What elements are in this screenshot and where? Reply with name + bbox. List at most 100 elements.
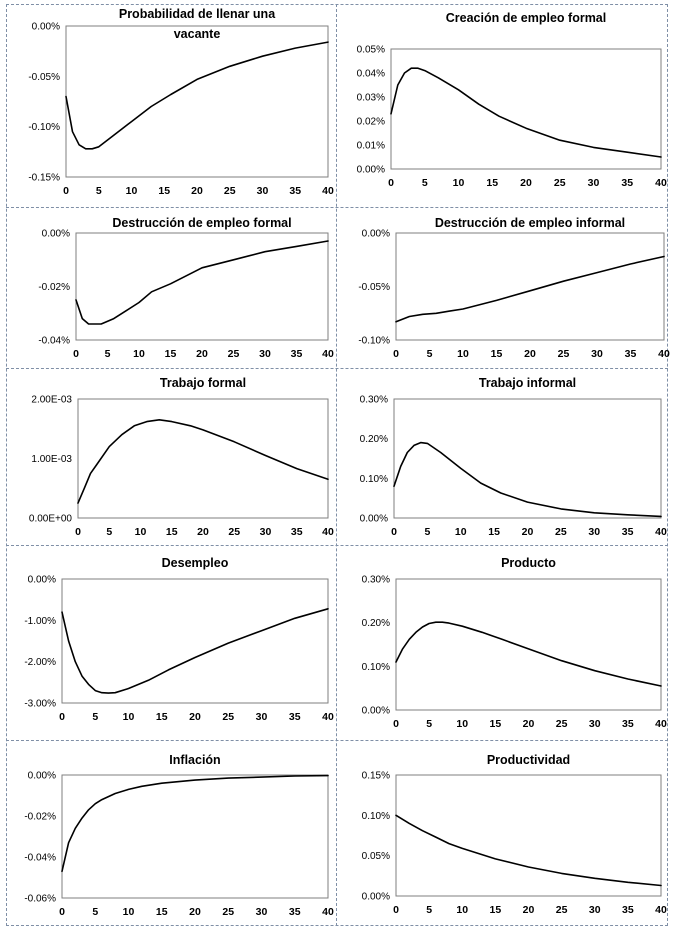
x-tick-label: 15 bbox=[156, 711, 168, 723]
y-tick-label: 0.30% bbox=[362, 575, 390, 586]
y-tick-label: 0.20% bbox=[362, 618, 390, 629]
x-tick-label: 40 bbox=[655, 718, 667, 730]
x-tick-label: 20 bbox=[522, 526, 534, 538]
y-tick-label: 0.05% bbox=[362, 851, 390, 862]
y-tick-label: 0.00% bbox=[360, 514, 388, 525]
x-tick-label: 20 bbox=[523, 718, 535, 730]
x-tick-label: 15 bbox=[486, 177, 498, 189]
chart-panel-3: Destrucción de empleo formal 0.00% -0.02% -… bbox=[38, 216, 334, 360]
y-tick-label: 0.00% bbox=[28, 575, 56, 586]
x-tick-label: 20 bbox=[520, 177, 532, 189]
y-tick-label: -0.06% bbox=[24, 894, 56, 905]
y-tick-label: 0.10% bbox=[362, 662, 390, 673]
chart-panel-9: Inflación 0.00% -0.02% -0.04% -0.06%0 5 10 15 20… bbox=[24, 753, 334, 918]
row-divider-3 bbox=[6, 545, 668, 546]
x-tick-label: 40 bbox=[655, 177, 667, 189]
chart-title: Productividad bbox=[487, 753, 570, 767]
x-tick-label: 0 bbox=[393, 348, 399, 360]
chart-panel-8: Producto 0.30% 0.20% 0.10% 0.00%0 5 10 15 20 25 30… bbox=[362, 556, 667, 730]
x-tick-label: 40 bbox=[322, 711, 334, 723]
chart-panel-6: Trabajo informal 0.30% 0.20% 0.10% 0.00%0 5 10… bbox=[360, 376, 667, 538]
x-tick-label: 30 bbox=[259, 348, 271, 360]
x-tick-label: 10 bbox=[455, 526, 467, 538]
x-tick-label: 40 bbox=[322, 526, 334, 538]
x-tick-label: 5 bbox=[92, 906, 98, 918]
x-tick-label: 5 bbox=[427, 348, 433, 360]
chart-panel-4: Destrucción de empleo informal 0.00% -0.05… bbox=[358, 216, 670, 360]
x-tick-label: 20 bbox=[196, 348, 208, 360]
x-tick-label: 35 bbox=[291, 526, 303, 538]
x-tick-label: 0 bbox=[393, 718, 399, 730]
x-tick-label: 0 bbox=[393, 904, 399, 916]
series-line bbox=[75, 240, 329, 325]
plot-area bbox=[61, 578, 329, 704]
plot-area bbox=[393, 398, 662, 519]
x-tick-label: 35 bbox=[289, 185, 301, 197]
plot-area bbox=[395, 232, 665, 341]
x-tick-label: 0 bbox=[388, 177, 394, 189]
y-tick-label: 0.00% bbox=[32, 22, 60, 33]
y-tick-label: 0.10% bbox=[362, 811, 390, 822]
x-tick-label: 20 bbox=[189, 906, 201, 918]
x-tick-label: 5 bbox=[106, 526, 112, 538]
column-divider bbox=[336, 4, 337, 926]
x-tick-label: 35 bbox=[291, 348, 303, 360]
x-tick-label: 20 bbox=[197, 526, 209, 538]
chart-panel-10: Productividad 0.15% 0.10% 0.05% 0.00%0 5 10 15 2… bbox=[362, 753, 667, 916]
x-tick-label: 30 bbox=[257, 185, 269, 197]
y-tick-label: 0.10% bbox=[360, 474, 388, 485]
x-tick-label: 25 bbox=[555, 526, 567, 538]
chart-panel-7: Desempleo 0.00% -1.00% -2.00% -3.00%0 5 10 15 20… bbox=[24, 556, 334, 723]
x-tick-label: 20 bbox=[523, 904, 535, 916]
x-tick-label: 30 bbox=[588, 177, 600, 189]
y-tick-label: 0.02% bbox=[357, 117, 385, 128]
x-tick-label: 40 bbox=[655, 526, 667, 538]
plot-area bbox=[65, 25, 329, 178]
y-tick-label: 1.00E-03 bbox=[31, 454, 72, 465]
x-tick-label: 40 bbox=[322, 185, 334, 197]
x-tick-label: 0 bbox=[59, 711, 65, 723]
x-tick-label: 10 bbox=[135, 526, 147, 538]
y-tick-label: 0.04% bbox=[357, 69, 385, 80]
x-tick-label: 5 bbox=[426, 718, 432, 730]
y-tick-label: 0.00% bbox=[42, 229, 70, 240]
x-tick-label: 10 bbox=[123, 906, 135, 918]
x-tick-label: 40 bbox=[322, 906, 334, 918]
chart-title: Destrucción de empleo formal bbox=[112, 216, 291, 230]
chart-title: Trabajo formal bbox=[160, 376, 246, 390]
x-tick-label: 30 bbox=[589, 904, 601, 916]
x-tick-label: 25 bbox=[558, 348, 570, 360]
plot-area bbox=[395, 578, 662, 711]
y-tick-label: 0.30% bbox=[360, 395, 388, 406]
y-tick-label: -0.02% bbox=[38, 282, 70, 293]
y-tick-label: -1.00% bbox=[24, 616, 56, 627]
x-tick-label: 25 bbox=[222, 711, 234, 723]
x-tick-label: 10 bbox=[123, 711, 135, 723]
x-tick-label: 10 bbox=[126, 185, 138, 197]
y-tick-label: -0.10% bbox=[28, 122, 60, 133]
x-tick-label: 15 bbox=[166, 526, 178, 538]
x-tick-label: 15 bbox=[158, 185, 170, 197]
y-tick-label: 0.00% bbox=[362, 892, 390, 903]
x-tick-label: 15 bbox=[491, 348, 503, 360]
x-tick-label: 30 bbox=[588, 526, 600, 538]
x-tick-label: 25 bbox=[556, 718, 568, 730]
x-tick-label: 30 bbox=[260, 526, 272, 538]
x-tick-label: 10 bbox=[133, 348, 145, 360]
x-tick-label: 5 bbox=[105, 348, 111, 360]
x-tick-label: 5 bbox=[96, 185, 102, 197]
y-tick-label: 0.00% bbox=[357, 165, 385, 176]
y-tick-label: 0.15% bbox=[362, 771, 390, 782]
x-tick-label: 0 bbox=[75, 526, 81, 538]
series-line bbox=[61, 607, 329, 694]
y-tick-label: -0.04% bbox=[38, 336, 70, 347]
chart-panel-2: Creación de empleo formal 0.05% 0.04% 0.03%… bbox=[357, 11, 667, 189]
chart-title: vacante bbox=[174, 27, 221, 41]
y-tick-label: 0.00E+00 bbox=[29, 514, 73, 525]
x-tick-label: 35 bbox=[621, 177, 633, 189]
series-line bbox=[77, 418, 329, 504]
chart-title: Trabajo informal bbox=[479, 376, 576, 390]
x-tick-label: 35 bbox=[625, 348, 637, 360]
x-tick-label: 30 bbox=[256, 906, 268, 918]
chart-title: Probabilidad de llenar una bbox=[119, 7, 276, 21]
